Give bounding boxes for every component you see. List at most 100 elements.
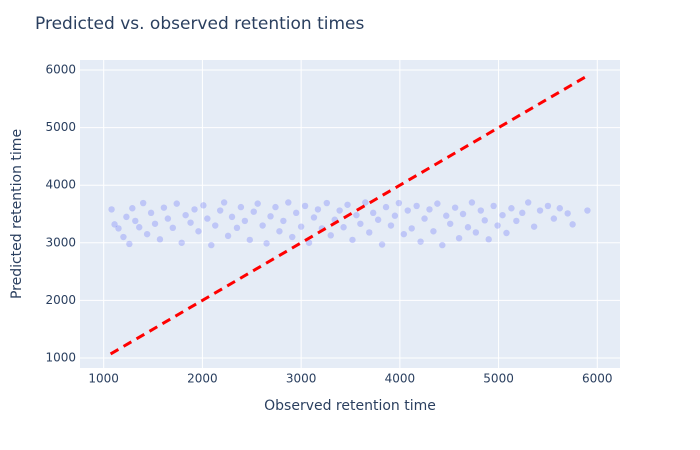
point xyxy=(254,200,261,207)
point xyxy=(147,209,155,217)
point xyxy=(349,236,356,244)
point xyxy=(246,236,253,244)
point xyxy=(513,217,520,225)
point xyxy=(340,224,347,231)
point xyxy=(417,238,424,245)
point xyxy=(353,211,360,219)
point xyxy=(564,210,571,217)
point xyxy=(173,200,180,207)
point xyxy=(323,199,331,207)
x-tick-label: 5000 xyxy=(483,372,514,386)
point xyxy=(139,199,147,207)
point xyxy=(430,228,437,235)
point xyxy=(481,217,488,224)
point xyxy=(220,199,228,206)
point xyxy=(267,213,274,220)
point xyxy=(369,209,377,217)
point xyxy=(536,207,544,214)
point xyxy=(485,236,492,243)
point xyxy=(400,230,408,238)
y-tick-label: 6000 xyxy=(45,63,76,77)
point xyxy=(191,206,198,213)
point xyxy=(259,222,266,229)
point xyxy=(569,221,576,228)
point xyxy=(169,224,176,232)
point xyxy=(224,232,232,240)
point xyxy=(327,232,334,239)
x-tick-label: 1000 xyxy=(88,372,119,386)
point xyxy=(164,215,172,222)
x-axis-title: Observed retention time xyxy=(264,398,436,414)
point xyxy=(233,224,241,232)
point xyxy=(182,211,189,219)
point xyxy=(228,213,236,221)
point xyxy=(237,203,245,211)
point xyxy=(455,234,463,242)
point xyxy=(280,217,287,225)
point xyxy=(584,207,591,214)
point xyxy=(212,222,219,229)
x-tick-label: 6000 xyxy=(582,372,613,386)
point xyxy=(391,212,399,219)
point xyxy=(241,217,249,225)
point xyxy=(477,207,485,214)
point xyxy=(195,228,202,235)
point xyxy=(556,205,563,212)
point xyxy=(519,209,526,217)
point xyxy=(362,199,369,206)
point xyxy=(550,215,558,222)
point xyxy=(187,219,194,226)
point xyxy=(272,203,279,211)
y-axis-title: Predicted retention time xyxy=(9,129,25,299)
point xyxy=(136,224,143,231)
point xyxy=(120,233,127,241)
point xyxy=(404,207,411,214)
point xyxy=(413,202,420,210)
point xyxy=(374,216,382,223)
point xyxy=(344,201,351,208)
point xyxy=(151,220,159,227)
point xyxy=(382,203,390,211)
point xyxy=(366,229,373,236)
y-tick-label: 4000 xyxy=(45,178,76,192)
point xyxy=(200,202,207,209)
point xyxy=(544,202,552,210)
point xyxy=(439,241,446,249)
point xyxy=(289,233,296,241)
point xyxy=(464,224,472,231)
x-tick-label: 2000 xyxy=(187,372,218,386)
point xyxy=(285,199,292,206)
point xyxy=(115,225,122,232)
point xyxy=(123,213,130,221)
point xyxy=(357,220,364,227)
point xyxy=(387,222,395,229)
reference-line xyxy=(109,74,589,356)
point xyxy=(208,241,215,249)
point xyxy=(468,199,476,206)
x-tick-label: 4000 xyxy=(385,372,416,386)
point xyxy=(204,215,211,222)
x-tick-label: 3000 xyxy=(286,372,317,386)
y-tick-label: 5000 xyxy=(45,120,76,134)
point xyxy=(310,214,318,221)
point xyxy=(263,240,270,247)
point xyxy=(459,210,467,218)
point xyxy=(408,225,415,232)
point xyxy=(503,229,510,237)
point xyxy=(336,207,343,214)
point xyxy=(421,215,428,222)
point xyxy=(395,199,403,207)
point xyxy=(451,204,459,211)
point xyxy=(178,239,185,246)
point xyxy=(314,206,322,213)
point xyxy=(156,236,164,243)
point xyxy=(494,222,501,229)
point xyxy=(132,217,139,225)
point xyxy=(524,199,532,206)
chart-title: Predicted vs. observed retention times xyxy=(35,14,364,34)
point xyxy=(472,229,480,236)
point xyxy=(129,205,136,212)
point xyxy=(426,206,433,213)
y-tick-label: 3000 xyxy=(45,235,76,249)
